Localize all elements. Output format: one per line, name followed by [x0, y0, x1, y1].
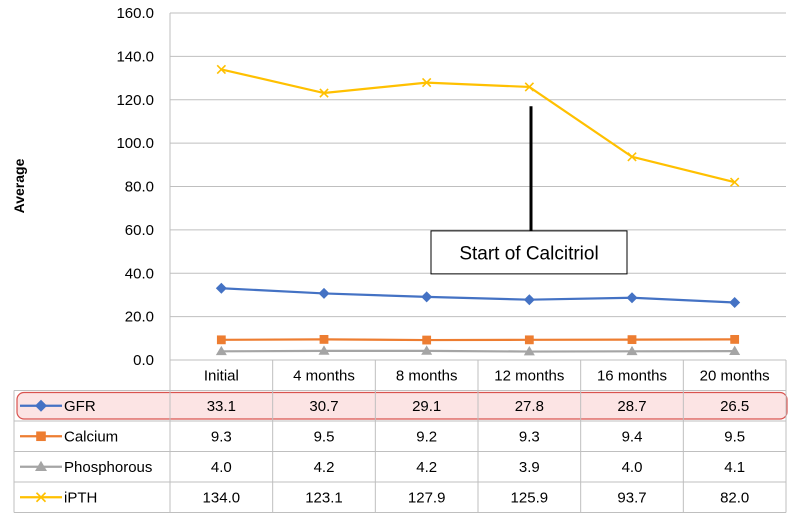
category-label: Initial [204, 367, 239, 384]
data-label: 9.5 [314, 428, 335, 445]
marker-triangle [421, 345, 433, 355]
data-label: 9.4 [622, 428, 643, 445]
category-label: 12 months [494, 367, 564, 384]
marker-x [319, 88, 329, 98]
data-label: 9.2 [416, 428, 437, 445]
annotation-box [430, 230, 628, 275]
marker-square [422, 335, 432, 345]
marker-triangle [523, 346, 535, 356]
marker-square [627, 335, 637, 345]
marker-diamond [523, 294, 535, 306]
category-label: 8 months [396, 367, 458, 384]
data-label: 9.5 [724, 428, 745, 445]
marker-triangle [318, 345, 330, 355]
y-tick-label: 40.0 [125, 265, 154, 282]
data-label: 127.9 [408, 489, 446, 506]
series-lines [215, 64, 741, 356]
marker-x [729, 177, 740, 187]
gridlines [169, 12, 786, 361]
marker-x [421, 77, 432, 88]
series-calcium [216, 334, 740, 345]
data-label: 30.7 [309, 398, 338, 415]
marker-square [730, 334, 740, 344]
marker-x [627, 152, 637, 162]
y-tick-label: 20.0 [125, 309, 154, 326]
marker-square [319, 334, 329, 344]
data-label: 82.0 [720, 489, 749, 506]
category-label: 4 months [293, 367, 355, 384]
marker-square [524, 335, 534, 345]
marker-diamond [35, 399, 47, 412]
data-label: 27.8 [515, 398, 544, 415]
series-ipth [216, 64, 740, 187]
highlight-row [16, 391, 788, 420]
data-label: 123.1 [305, 489, 343, 506]
marker-diamond [215, 282, 227, 294]
data-table: Initial 4 months 8 months 12 months 16 month… [13, 359, 788, 513]
series-line [221, 338, 735, 342]
marker-x [524, 82, 535, 92]
series-gfr [215, 282, 741, 309]
category-label: 16 months [597, 367, 667, 384]
data-label: 26.5 [720, 398, 749, 415]
y-tick-label: 60.0 [125, 222, 154, 239]
y-tick-label: 140.0 [116, 48, 154, 65]
marker-x [35, 492, 47, 503]
data-label: 4.1 [724, 459, 745, 476]
legend-label-calcium: Calcium [64, 428, 118, 445]
y-tick-label: 80.0 [125, 179, 154, 196]
y-tick-label: 0.0 [133, 352, 154, 369]
marker-diamond [421, 291, 433, 303]
y-axis-ticks: 0.0 20.0 40.0 60.0 80.0 100.0 120.0 140.0 160.0 [116, 5, 154, 369]
legend-label-ipth: iPTH [64, 489, 97, 506]
series-phosphorous [215, 345, 741, 356]
marker-diamond [626, 292, 638, 304]
series-line [221, 68, 735, 184]
data-label: 4.0 [211, 459, 232, 476]
y-tick-label: 120.0 [116, 92, 154, 109]
y-tick-label: 160.0 [116, 5, 154, 22]
y-axis-label: Average [11, 158, 27, 213]
marker-triangle [35, 460, 47, 471]
data-label: 134.0 [203, 489, 241, 506]
marker-x [216, 64, 227, 75]
marker-triangle [626, 345, 638, 356]
marker-diamond [729, 297, 741, 309]
marker-triangle [215, 345, 227, 356]
data-label: 4.0 [622, 459, 643, 476]
marker-square [216, 335, 226, 345]
series-line [221, 349, 735, 353]
data-label: 29.1 [412, 398, 441, 415]
marker-square [36, 431, 46, 442]
data-label: 9.3 [519, 428, 540, 445]
annotation: Start of Calcitriol [430, 106, 628, 275]
legend-label-phosphorous: Phosphorous [64, 459, 152, 476]
data-label: 93.7 [617, 489, 646, 506]
data-label: 4.2 [416, 459, 437, 476]
legend-label-gfr: GFR [64, 398, 96, 415]
y-tick-label: 100.0 [116, 135, 154, 152]
data-label: 28.7 [617, 398, 646, 415]
marker-diamond [318, 287, 330, 299]
data-label: 3.9 [519, 459, 540, 476]
data-label: 9.3 [211, 428, 232, 445]
data-label: 4.2 [314, 459, 335, 476]
series-line [221, 287, 735, 304]
data-label: 33.1 [207, 398, 236, 415]
marker-triangle [729, 345, 741, 355]
annotation-text: Start of Calcitriol [459, 243, 598, 264]
category-label: 20 months [700, 367, 770, 384]
data-label: 125.9 [511, 489, 549, 506]
